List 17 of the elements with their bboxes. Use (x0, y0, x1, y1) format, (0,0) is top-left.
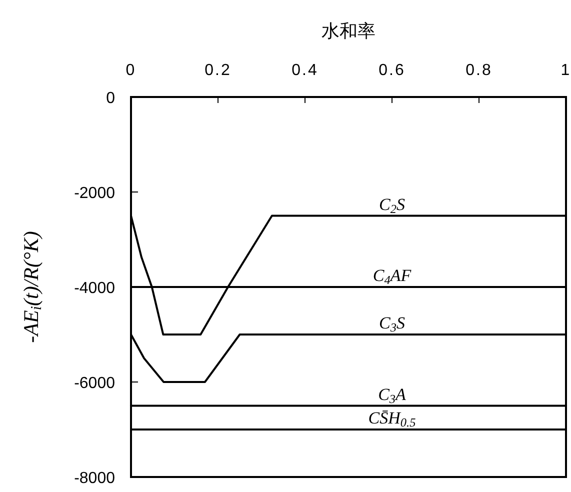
y-tick-label: -8000 (74, 470, 116, 487)
x-tick-label: 0.4 (292, 62, 318, 79)
series-label: C$_{2}$S (379, 194, 406, 216)
y-tick-label: -4000 (74, 280, 116, 297)
x-axis-title: 水和率 (322, 21, 376, 41)
x-tick-label: 0 (126, 62, 136, 79)
series-label: C$_{3}$A (378, 384, 407, 406)
series-label: CS̄H$_{0.5}$ (368, 408, 416, 430)
series-label: C$_{4}$AF (372, 266, 412, 287)
y-tick-label: 0 (106, 90, 116, 107)
y-tick-label: -2000 (74, 185, 116, 202)
x-tick-label: 0.2 (204, 62, 232, 79)
y-tick-label: -6000 (74, 375, 116, 392)
x-tick-label: 0.8 (466, 62, 492, 79)
x-tick-label: 0.6 (378, 62, 406, 79)
x-tick-label: 1 (560, 62, 571, 79)
series-label: C$_{3}$S (379, 314, 406, 334)
